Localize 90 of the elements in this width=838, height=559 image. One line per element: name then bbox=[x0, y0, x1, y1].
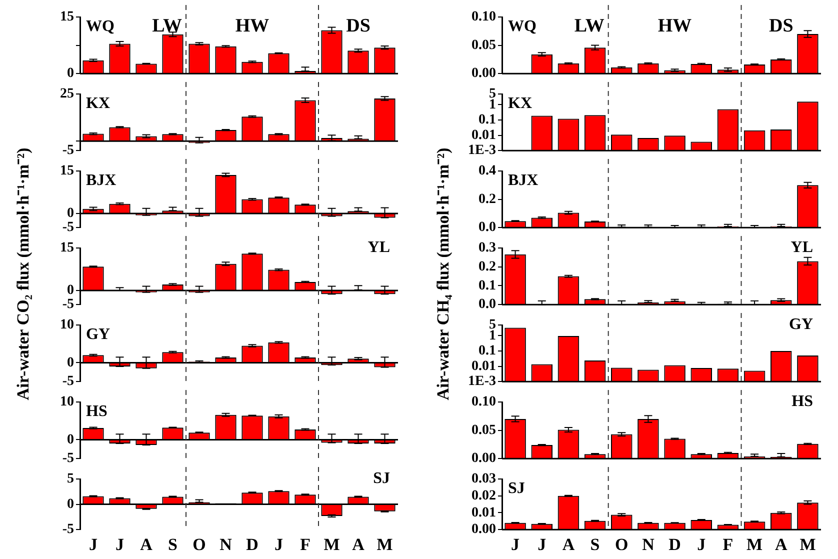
x-tick-label: F bbox=[300, 535, 310, 554]
chart-title: HS bbox=[792, 393, 814, 410]
y-axis-title: Air-water CO₂ flux (mmol·h⁻¹·m⁻²) bbox=[12, 147, 34, 400]
y-tick-label: 0.10 bbox=[472, 10, 496, 25]
chart-title: SJ bbox=[373, 470, 390, 487]
y-tick-label: 0.03 bbox=[472, 472, 496, 487]
y-tick-label: -5 bbox=[62, 374, 74, 390]
y-tick-label: 0.05 bbox=[472, 38, 496, 53]
y-tick-label: 0 bbox=[67, 432, 74, 448]
x-tick-label: M bbox=[746, 535, 763, 554]
y-tick-label: 0.01 bbox=[472, 128, 496, 143]
chart-title: HS bbox=[86, 403, 108, 420]
y-tick-label: 1 bbox=[489, 328, 496, 344]
y-tick-label: 0.05 bbox=[472, 422, 496, 438]
y-tick-label: -5 bbox=[62, 451, 74, 466]
y-tick-label: 10 bbox=[60, 318, 74, 333]
chart-title: BJX bbox=[86, 172, 117, 190]
y-axis-title: Air-water CH₄ flux (mmol·h⁻¹·m⁻²) bbox=[432, 147, 454, 400]
y-tick-label: -5 bbox=[62, 220, 74, 236]
x-tick-label: A bbox=[562, 535, 576, 554]
y-tick-label: 15 bbox=[60, 10, 74, 25]
x-tick-label: J bbox=[89, 535, 98, 554]
y-tick-label: 0.01 bbox=[472, 358, 496, 374]
y-tick-label: 1E-3 bbox=[468, 374, 496, 390]
x-tick-label: J bbox=[511, 535, 520, 554]
annotation: DS bbox=[346, 15, 370, 36]
x-tick-label: J bbox=[274, 535, 284, 554]
y-tick-label: 0.1 bbox=[478, 344, 496, 359]
x-tick-label: S bbox=[590, 535, 600, 554]
annotation: LW bbox=[152, 15, 182, 36]
y-tick-label: 0.2 bbox=[478, 192, 496, 207]
y-tick-label: 0 bbox=[67, 496, 74, 512]
y-tick-label: 0 bbox=[67, 66, 74, 82]
y-tick-label: 0.4 bbox=[478, 164, 496, 179]
x-tick-label: S bbox=[168, 535, 178, 554]
y-tick-label: 0.1 bbox=[478, 112, 496, 128]
annotation: HW bbox=[658, 15, 692, 36]
x-tick-label: O bbox=[615, 535, 628, 554]
x-tick-label: J bbox=[116, 535, 124, 554]
x-tick-label: A bbox=[352, 535, 366, 554]
y-tick-label: -5 bbox=[62, 143, 74, 158]
y-tick-label: -5 bbox=[62, 522, 74, 538]
x-tick-label: D bbox=[246, 535, 258, 554]
y-tick-label: 0.0 bbox=[478, 220, 496, 236]
y-tick-label: 0.01 bbox=[472, 505, 496, 520]
x-tick-label: M bbox=[800, 535, 816, 554]
x-tick-label: N bbox=[220, 535, 233, 554]
chart-title: YL bbox=[790, 239, 813, 256]
y-tick-label: 0.00 bbox=[472, 522, 496, 538]
y-tick-label: 15 bbox=[60, 240, 74, 256]
chart-title: WQ bbox=[86, 18, 114, 36]
y-tick-label: 0.3 bbox=[478, 240, 496, 256]
y-tick-label: 0.02 bbox=[472, 488, 496, 504]
chart-title: GY bbox=[789, 316, 814, 333]
x-tick-label: M bbox=[324, 535, 340, 554]
y-tick-label: 10 bbox=[60, 394, 74, 410]
x-tick-label: J bbox=[697, 535, 706, 554]
y-tick-label: 5 bbox=[67, 472, 74, 487]
chart-title: BJX bbox=[508, 172, 539, 190]
y-tick-label: 0.00 bbox=[472, 451, 496, 466]
annotation: LW bbox=[574, 15, 604, 36]
x-tick-label: D bbox=[668, 535, 681, 554]
y-tick-label: 1E-3 bbox=[468, 143, 496, 158]
x-tick-label: O bbox=[192, 535, 206, 554]
chart-title: SJ bbox=[508, 480, 525, 498]
annotation: DS bbox=[768, 15, 794, 36]
y-tick-label: 0 bbox=[67, 355, 74, 370]
x-tick-label: A bbox=[774, 535, 788, 554]
y-tick-label: 0.10 bbox=[472, 394, 496, 410]
y-tick-label: 25 bbox=[60, 86, 74, 102]
chart-title: GY bbox=[86, 326, 110, 344]
x-tick-label: N bbox=[642, 535, 656, 554]
y-tick-label: 15 bbox=[60, 164, 74, 179]
x-tick-label: J bbox=[538, 535, 547, 554]
x-tick-label: A bbox=[140, 535, 154, 554]
y-tick-label: 0.0 bbox=[478, 297, 496, 312]
y-tick-label: 0 bbox=[67, 283, 74, 298]
x-tick-label: F bbox=[722, 535, 734, 554]
chart-title: KX bbox=[508, 95, 532, 112]
y-tick-label: 0.00 bbox=[472, 66, 496, 82]
y-tick-label: 0 bbox=[67, 206, 74, 222]
chart-title: YL bbox=[368, 239, 390, 256]
x-tick-label: M bbox=[376, 535, 393, 554]
y-tick-label: 1 bbox=[489, 97, 496, 112]
annotation: HW bbox=[235, 15, 270, 36]
chart-title: WQ bbox=[508, 18, 536, 36]
y-tick-label: 0.1 bbox=[478, 278, 496, 294]
y-tick-label: 0.2 bbox=[478, 259, 496, 274]
chart-title: KX bbox=[86, 95, 110, 112]
y-tick-label: -5 bbox=[62, 297, 74, 312]
